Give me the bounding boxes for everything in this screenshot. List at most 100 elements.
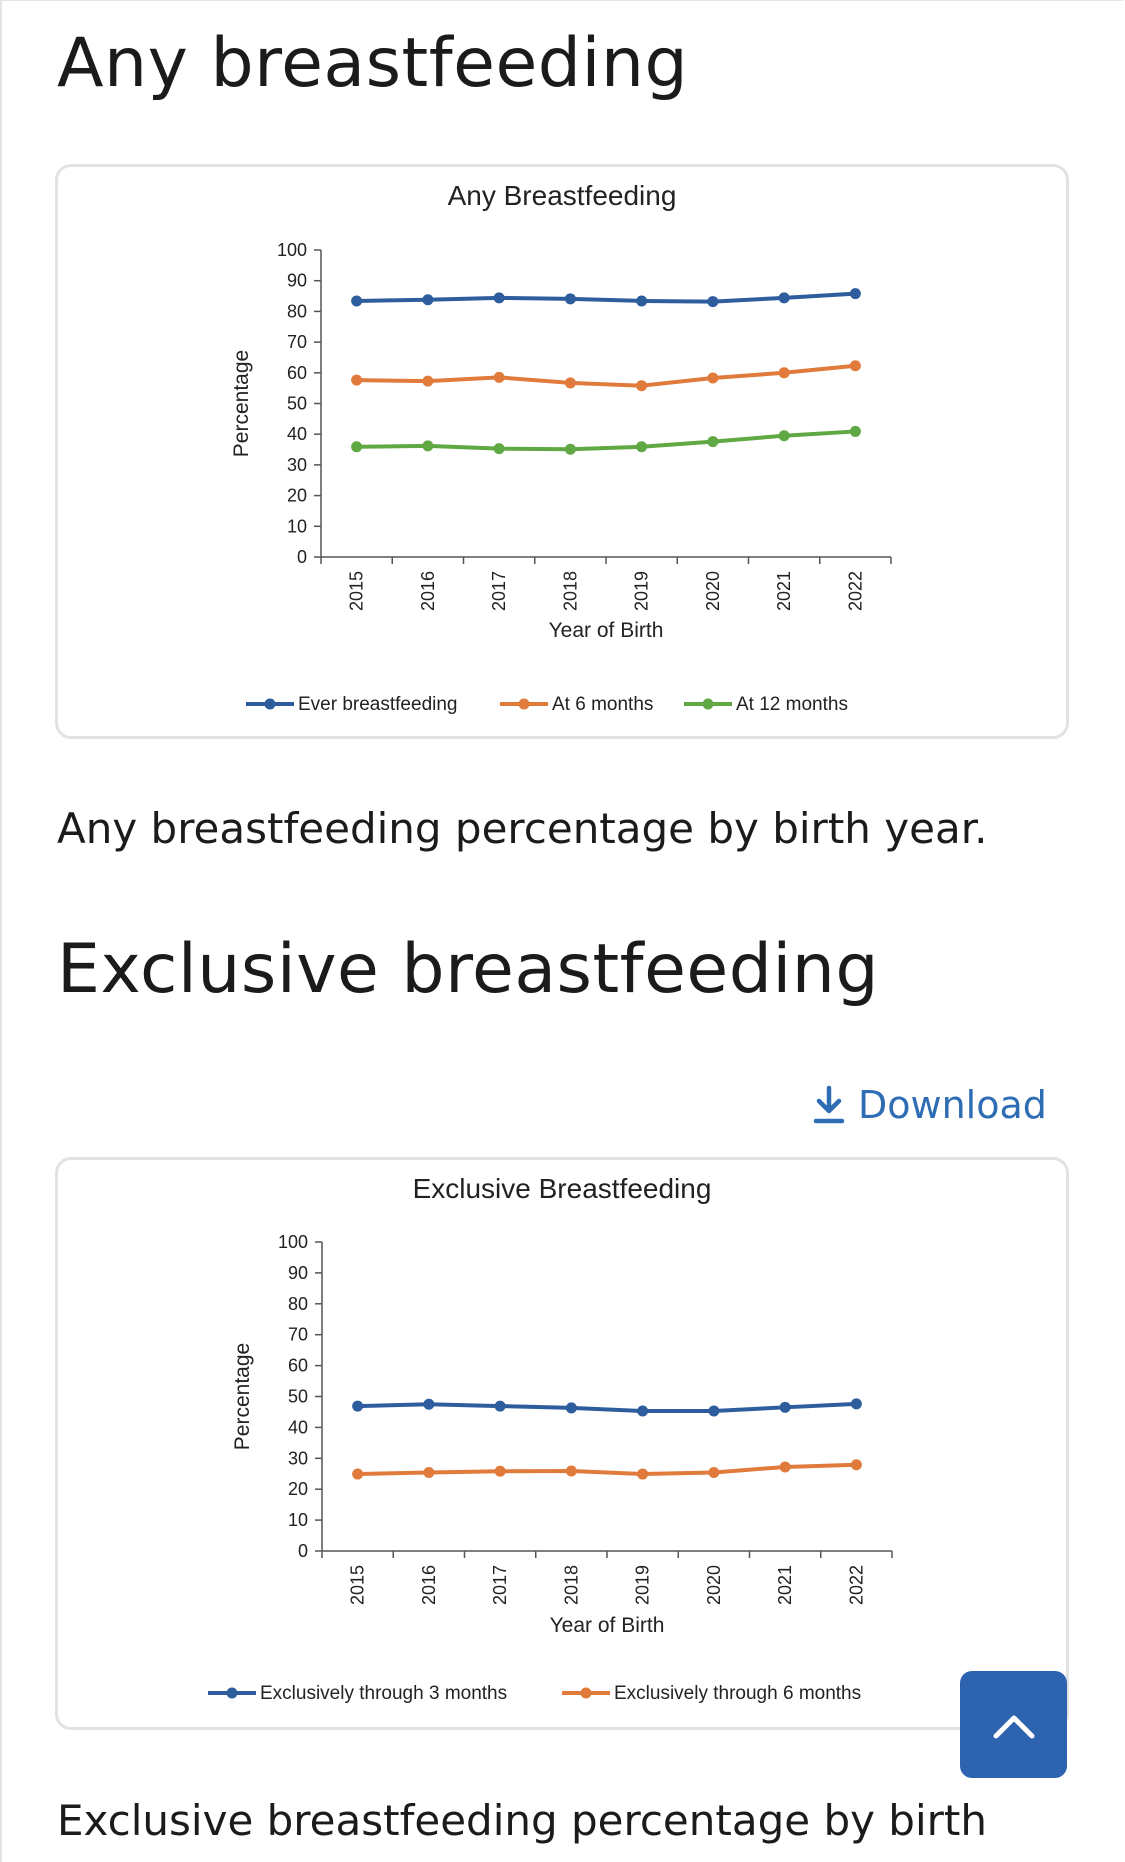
chart1-series-2-point bbox=[707, 372, 719, 384]
chart2-x-tick-label: 2017 bbox=[490, 1565, 510, 1605]
chart2-x-axis-label: Year of Birth bbox=[550, 1614, 665, 1637]
chart1-series-1-point bbox=[493, 292, 505, 304]
chart1-y-tick-label: 90 bbox=[287, 271, 307, 291]
chart1-series-3-point bbox=[849, 425, 861, 437]
chart2-y-axis-label: Percentage bbox=[231, 1343, 254, 1450]
chart1-series-1-point bbox=[351, 295, 363, 307]
chart2-legend-marker-2 bbox=[580, 1687, 592, 1699]
chart1-legend-label-1: Ever breastfeeding bbox=[298, 694, 458, 715]
chart2-series-1-point bbox=[708, 1405, 720, 1417]
chart2-series-2-point bbox=[708, 1467, 720, 1479]
chart1-x-tick-label: 2018 bbox=[560, 571, 580, 611]
chart2-x-tick-label: 2018 bbox=[561, 1565, 581, 1605]
chart1-series-1-point bbox=[636, 295, 648, 307]
chart1-x-tick-label: 2022 bbox=[845, 571, 865, 611]
download-label: Download bbox=[858, 1083, 1047, 1127]
chart1-series-1-point bbox=[849, 288, 861, 300]
chart2-y-tick-label: 20 bbox=[288, 1479, 308, 1499]
chart1-series-3-point bbox=[493, 443, 505, 455]
chart1-series-2-point bbox=[422, 375, 434, 387]
chart2-x-tick-label: 2021 bbox=[775, 1565, 795, 1605]
chart2-series-2-point bbox=[494, 1465, 506, 1477]
chart1-series-2-point bbox=[849, 360, 861, 372]
any-breastfeeding-heading: Any breastfeeding bbox=[57, 24, 689, 103]
chart1-x-tick-label: 2019 bbox=[632, 571, 652, 611]
chart1-y-tick-label: 10 bbox=[287, 516, 307, 536]
chart2-series-2-point bbox=[850, 1459, 862, 1471]
chart1-y-tick-label: 50 bbox=[287, 394, 307, 414]
chart1-series-1-point bbox=[778, 292, 790, 304]
chart1-series-1-point bbox=[422, 294, 434, 306]
chart1-y-tick-label: 0 bbox=[297, 547, 307, 567]
chart1-y-axis-label: Percentage bbox=[230, 350, 253, 457]
chart2-y-tick-label: 10 bbox=[288, 1510, 308, 1530]
chart2-series-2-point bbox=[779, 1461, 791, 1473]
chart2-y-tick-label: 0 bbox=[298, 1541, 308, 1561]
chart1-x-tick-label: 2020 bbox=[703, 571, 723, 611]
chart2-title: Exclusive Breastfeeding bbox=[413, 1173, 712, 1204]
chart2-series-1-point bbox=[494, 1400, 506, 1412]
any-breastfeeding-chart: Any Breastfeeding 0 10 20 30 40 50 60 70 80 90 100 P… bbox=[230, 180, 892, 715]
chart2-series-1-point bbox=[565, 1402, 577, 1414]
chart1-legend-marker-1 bbox=[264, 698, 276, 710]
exclusive-breastfeeding-chart: Exclusive Breastfeeding 0 10 20 30 40 50 60 70 80… bbox=[208, 1173, 893, 1704]
chart1-x-axis-label: Year of Birth bbox=[549, 619, 664, 642]
chart2-x-tick-label: 2016 bbox=[419, 1565, 439, 1605]
chart2-y-tick-label: 30 bbox=[288, 1448, 308, 1468]
download-icon bbox=[813, 1085, 845, 1124]
chart2-series-1-point bbox=[850, 1398, 862, 1410]
chart1-x-tick-label: 2021 bbox=[774, 571, 794, 611]
chart2-y-tick-label: 80 bbox=[288, 1294, 308, 1314]
download-link[interactable]: Download bbox=[812, 1080, 1047, 1130]
chart2-x-tick-label: 2019 bbox=[633, 1565, 653, 1605]
any-breastfeeding-chart-card: Any Breastfeeding 0 10 20 30 40 50 60 70 80 90 100 P… bbox=[55, 164, 1069, 739]
back-to-top-button[interactable] bbox=[960, 1671, 1067, 1778]
chart2-x-tick-label: 2015 bbox=[348, 1565, 368, 1605]
chart1-series-2-point bbox=[778, 367, 790, 379]
chart2-x-tick-label: 2020 bbox=[704, 1565, 724, 1605]
chart1-series-3-point bbox=[422, 440, 434, 452]
chart2-y-tick-label: 40 bbox=[288, 1417, 308, 1437]
chevron-up-icon bbox=[993, 1715, 1034, 1738]
chart2-series-1-line bbox=[357, 1401, 857, 1414]
chart2-legend-marker-1 bbox=[226, 1687, 238, 1699]
chart2-y-tick-label: 100 bbox=[278, 1232, 308, 1252]
any-breastfeeding-caption: Any breastfeeding percentage by birth ye… bbox=[57, 804, 988, 853]
chart1-series-3-point bbox=[351, 441, 363, 453]
chart2-y-tick-label: 60 bbox=[288, 1356, 308, 1376]
chart1-x-tick-label: 2016 bbox=[418, 571, 438, 611]
chart2-series-2-point bbox=[637, 1468, 649, 1480]
chart1-series-3-point bbox=[564, 443, 576, 455]
chart1-series-2-point bbox=[636, 380, 648, 392]
chart1-series-1-line bbox=[356, 291, 856, 304]
chart1-y-tick-label: 20 bbox=[287, 486, 307, 506]
chart2-series-1-point bbox=[423, 1398, 435, 1410]
chart1-title: Any Breastfeeding bbox=[448, 180, 677, 211]
chart1-y-tick-label: 80 bbox=[287, 301, 307, 321]
chart1-series-3-point bbox=[778, 430, 790, 442]
exclusive-breastfeeding-caption: Exclusive breastfeeding percentage by bi… bbox=[57, 1796, 987, 1845]
chart1-series-3-line bbox=[356, 429, 856, 452]
chart1-series-3-point bbox=[707, 436, 719, 448]
chart1-series-1-point bbox=[707, 296, 719, 308]
chart1-series-3-point bbox=[636, 441, 648, 453]
chart1-series-2-line bbox=[356, 363, 856, 388]
exclusive-breastfeeding-chart-card: Exclusive Breastfeeding 0 10 20 30 40 50 60 70 80… bbox=[55, 1157, 1069, 1730]
chart1-y-tick-label: 60 bbox=[287, 363, 307, 383]
exclusive-breastfeeding-heading: Exclusive breastfeeding bbox=[57, 930, 880, 1009]
chart2-x-tick-label: 2022 bbox=[846, 1565, 866, 1605]
chart2-series-2-point bbox=[565, 1465, 577, 1477]
chart1-y-tick-label: 40 bbox=[287, 424, 307, 444]
chart2-series-1-point bbox=[637, 1405, 649, 1417]
chart1-x-tick-label: 2015 bbox=[347, 571, 367, 611]
chart1-series-2-point bbox=[564, 377, 576, 389]
chart1-legend-label-2: At 6 months bbox=[552, 694, 653, 715]
chart1-series-2-point bbox=[493, 371, 505, 383]
chart1-series-1-point bbox=[564, 293, 576, 305]
chart2-y-tick-label: 70 bbox=[288, 1325, 308, 1345]
chart2-series-1-point bbox=[779, 1401, 791, 1413]
chart2-series-2-line bbox=[357, 1462, 857, 1477]
chart1-y-tick-label: 30 bbox=[287, 455, 307, 475]
chart2-series-2-point bbox=[352, 1468, 364, 1480]
